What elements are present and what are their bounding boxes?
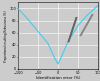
X-axis label: Identification error (%): Identification error (%): [36, 76, 80, 80]
Y-axis label: Proportional resulting Robustness (%): Proportional resulting Robustness (%): [4, 10, 8, 61]
